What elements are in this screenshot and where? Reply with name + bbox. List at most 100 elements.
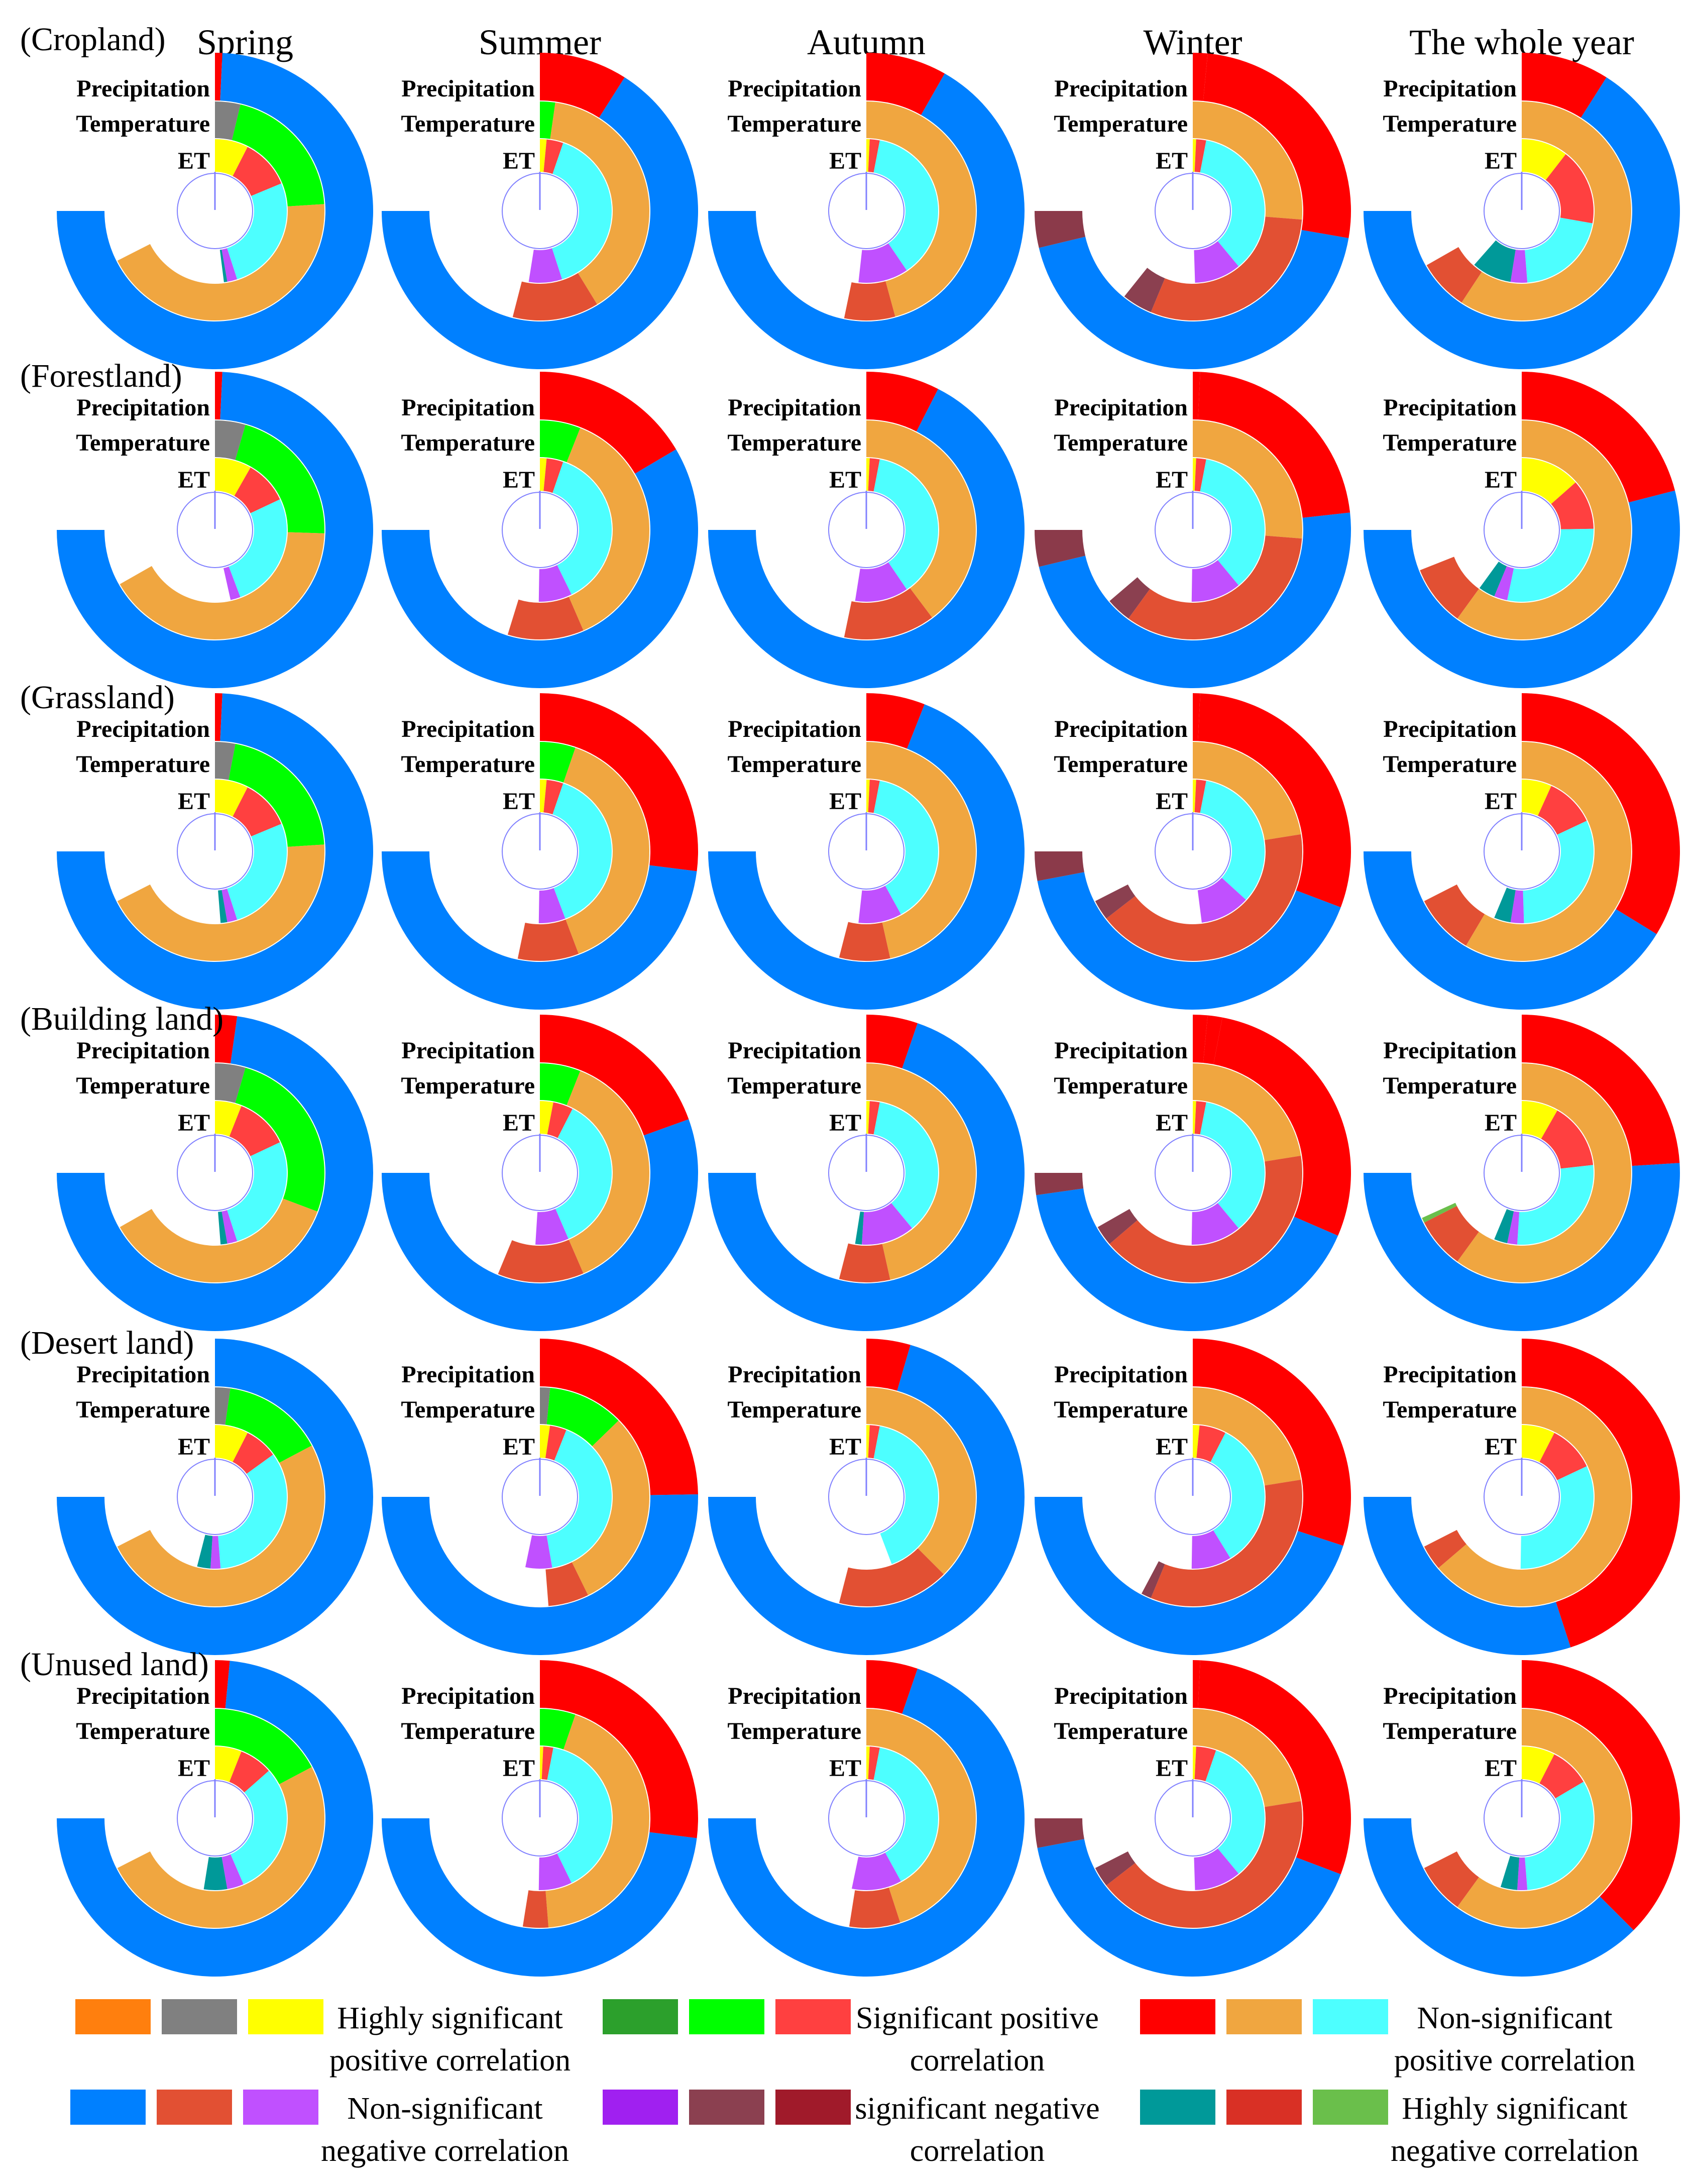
land-label-cropland: (Cropland) <box>20 21 166 58</box>
segment-et-hsp <box>866 458 870 491</box>
ring-label-precipitation: Precipitation <box>728 1683 861 1709</box>
segment-et-sp <box>233 787 282 837</box>
segment-tem-sn <box>1097 1209 1138 1244</box>
segment-et-nsn <box>221 889 238 922</box>
segment-et-nsn <box>535 1209 569 1245</box>
segment-et-hsn <box>1494 1209 1514 1244</box>
segment-et-sp <box>229 1106 280 1156</box>
segment-tem-nsp <box>120 532 324 639</box>
segment-pre-sn <box>1035 1818 1084 1848</box>
segment-et-hsp <box>540 1425 550 1458</box>
segment-pre-sp <box>1203 1015 1223 1064</box>
panel-forestland-summer: Precipitation Temperature ET <box>382 372 698 688</box>
legend-label: negative correlation <box>1391 2134 1639 2168</box>
segment-tem-nsn <box>844 588 932 639</box>
segment-et-nsn <box>862 1203 913 1245</box>
ring-label-temperature: Temperature <box>401 1718 535 1744</box>
ring-label-precipitation: Precipitation <box>1054 1361 1188 1388</box>
segment-tem-sp <box>546 1387 619 1447</box>
segment-et-nsn <box>1507 1211 1520 1245</box>
segment-pre-nsp <box>1522 1015 1680 1166</box>
segment-et-nsn <box>1197 878 1246 923</box>
ring-label-temperature: Temperature <box>76 751 210 778</box>
ring-label-precipitation: Precipitation <box>1054 1683 1188 1709</box>
segment-et-hsn <box>197 1535 213 1569</box>
segment-et-nsp <box>873 140 939 271</box>
segment-pre-sn <box>1035 1173 1084 1195</box>
segment-tem-nsn <box>522 1890 549 1928</box>
segment-tem-nsn <box>1424 1530 1466 1568</box>
ring-label-temperature: Temperature <box>76 111 210 137</box>
ring-label-precipitation: Precipitation <box>1054 394 1188 421</box>
ring-label-temperature: Temperature <box>727 751 861 778</box>
segment-pre-nsp <box>1522 693 1680 934</box>
segment-tem-nsp <box>866 101 976 317</box>
ring-label-et: ET <box>503 1434 535 1460</box>
segment-pre-nsn <box>57 1016 373 1332</box>
segment-et-nsn <box>528 248 562 283</box>
segment-pre-nsp <box>1213 1017 1351 1236</box>
ring-label-et: ET <box>178 788 210 815</box>
segment-et-nsp <box>1200 459 1265 586</box>
legend-nsn: Non-significant negative correlation <box>70 2090 569 2168</box>
panel-desert-land-spring: Precipitation Temperature ET <box>57 1339 373 1655</box>
legend-swatch <box>689 1999 764 2034</box>
segment-et-nsn <box>1191 560 1239 602</box>
segment-pre-sp <box>1193 372 1200 420</box>
ring-label-precipitation: Precipitation <box>76 75 210 102</box>
segment-tem-nsn <box>839 922 890 961</box>
segment-tem-sp <box>540 420 581 463</box>
segment-tem-nsp <box>1193 101 1302 220</box>
segment-tem-nsp <box>1193 420 1302 539</box>
segment-tem-sn <box>1124 268 1165 312</box>
segment-et-hsp <box>1193 458 1196 491</box>
segment-et-hsp <box>215 1746 242 1782</box>
segment-tem-nsn <box>839 1548 944 1606</box>
legend-label: positive correlation <box>329 2043 571 2078</box>
segment-pre-nsn <box>382 77 699 370</box>
segment-et-hsn <box>1474 240 1516 282</box>
segment-et-sp <box>1541 1110 1594 1169</box>
ring-label-temperature: Temperature <box>76 1072 210 1099</box>
segment-et-nsp <box>873 1426 938 1564</box>
segment-tem-sp <box>235 1067 324 1212</box>
ring-label-precipitation: Precipitation <box>401 394 535 421</box>
segment-tem-sn <box>1095 884 1136 919</box>
ring-label-temperature: Temperature <box>1383 751 1517 778</box>
ring-label-temperature: Temperature <box>401 429 535 456</box>
segment-pre-nsn <box>382 449 698 688</box>
segment-et-hsp <box>1193 1101 1196 1134</box>
ring-label-temperature: Temperature <box>1383 429 1517 456</box>
segment-tem-sp <box>232 104 324 206</box>
segment-et-nsp <box>1525 217 1593 283</box>
ring-label-temperature: Temperature <box>76 1718 210 1744</box>
segment-tem-nsn <box>1151 216 1302 320</box>
segment-et-hsn <box>218 1211 228 1245</box>
segment-pre-nsn <box>57 1339 373 1655</box>
legend-swatch <box>1226 1999 1302 2034</box>
land-label-unused-land: (Unused land) <box>20 1646 209 1683</box>
ring-label-precipitation: Precipitation <box>1383 1683 1517 1709</box>
segment-tem-nsn <box>1128 535 1302 640</box>
panel-unused-land-the-whole-year: Precipitation Temperature ET <box>1364 1660 1680 1977</box>
segment-et-nsn <box>538 1853 572 1890</box>
panel-forestland-autumn: Precipitation Temperature ET <box>708 372 1025 689</box>
segment-tem-nsp <box>1461 101 1631 320</box>
segment-tem-nsp <box>117 1445 325 1607</box>
segment-tem-nsp <box>866 1063 976 1280</box>
segment-tem-nsp <box>866 742 976 958</box>
ring-label-et: ET <box>1485 467 1517 493</box>
legend-swatch <box>70 2090 146 2125</box>
segment-tem-nsp <box>567 1071 649 1274</box>
segment-pre-nsp <box>215 1660 230 1708</box>
segment-pre-nsp <box>866 1660 918 1714</box>
segment-pre-nsp <box>215 693 222 741</box>
segment-et-sp <box>543 458 563 493</box>
segment-et-sp <box>868 780 880 813</box>
segment-pre-nsp <box>866 53 945 115</box>
segment-et-nsp <box>1525 1782 1594 1890</box>
segment-tem-nsp <box>120 1198 317 1282</box>
segment-tem-nsp <box>866 1709 976 1923</box>
segment-pre-nsn <box>1364 490 1680 688</box>
segment-pre-nsp <box>1203 53 1351 239</box>
